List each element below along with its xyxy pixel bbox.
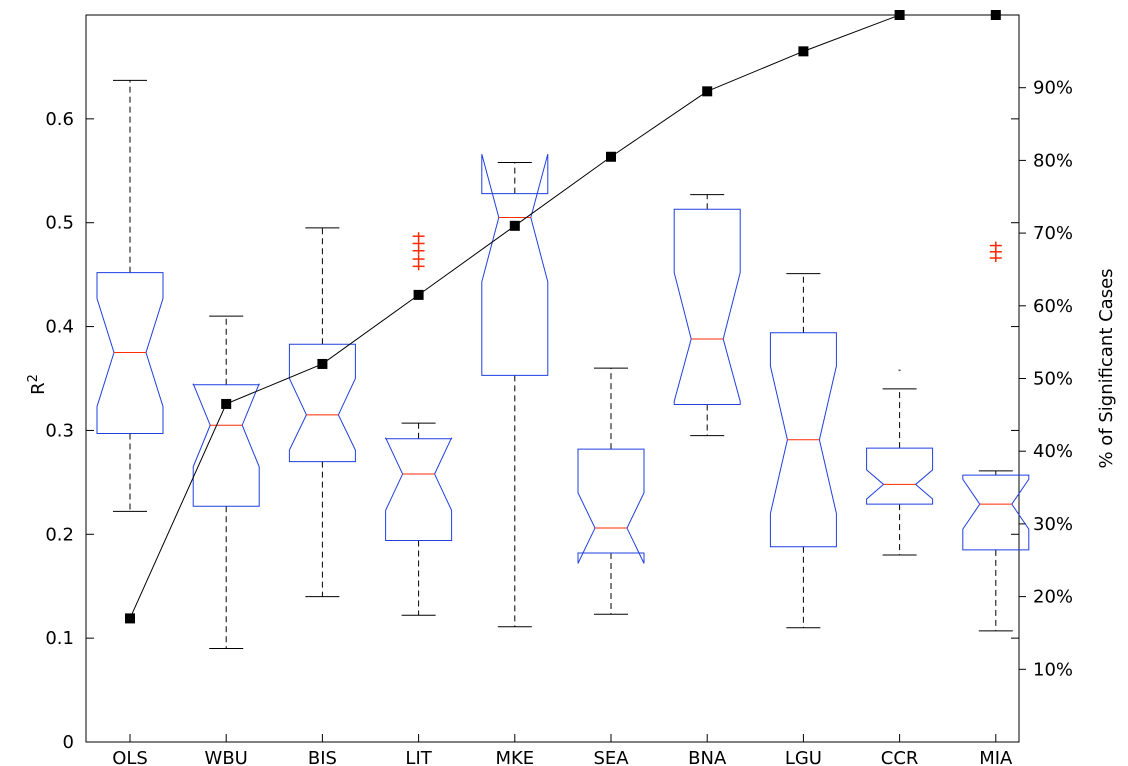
notched-box xyxy=(769,332,837,548)
box-mke xyxy=(481,154,549,628)
plot-area xyxy=(85,14,1020,743)
plot-frame xyxy=(85,14,1020,743)
left-y-tick-label: 0.6 xyxy=(45,109,74,130)
right-y-tick-label: 10% xyxy=(1033,659,1073,680)
box-bis xyxy=(288,227,356,598)
x-tick-label: BNA xyxy=(688,748,727,766)
significant-cases-line xyxy=(129,14,996,619)
notched-box xyxy=(192,383,260,507)
box-sea xyxy=(577,367,645,615)
y-axis-label-superscript: 2 xyxy=(26,374,41,382)
x-tick-label: MIA xyxy=(979,748,1013,766)
significant-cases-marker xyxy=(221,398,232,409)
x-tick-label: BIS xyxy=(308,748,337,766)
left-y-tick-label: 0 xyxy=(63,732,74,753)
significant-cases-marker xyxy=(990,10,1001,20)
box-lgu xyxy=(769,273,837,629)
right-y-tick-label: 20% xyxy=(1033,587,1073,608)
left-y-tick-label: 0.4 xyxy=(45,317,74,338)
x-tick-label: OLS xyxy=(112,748,148,766)
significant-cases-marker xyxy=(509,220,520,231)
x-tick-label: CCR xyxy=(881,748,919,766)
significant-cases-series xyxy=(125,10,1001,624)
x-tick-label: LIT xyxy=(405,748,432,766)
box-bna xyxy=(673,194,741,437)
box-mia xyxy=(962,241,1030,632)
left-y-tick-label: 0.5 xyxy=(45,213,74,234)
right-y-tick-label: 90% xyxy=(1033,78,1073,99)
box-wbu xyxy=(192,315,260,650)
notched-box xyxy=(481,154,549,376)
box-ccr xyxy=(866,369,934,556)
x-tick-label: MKE xyxy=(495,748,534,766)
notched-box xyxy=(673,208,741,405)
significant-cases-marker xyxy=(125,613,135,624)
notched-box xyxy=(962,474,1030,551)
notched-box xyxy=(577,448,645,564)
x-tick-label: LGU xyxy=(785,748,822,766)
significant-cases-marker xyxy=(702,86,713,97)
right-y-tick-label: 70% xyxy=(1033,223,1073,244)
significant-cases-marker xyxy=(413,289,424,300)
x-axis: OLS WBU BIS LIT MKE SEA BNA LGU CCR MIA xyxy=(112,734,1013,766)
significant-cases-marker xyxy=(894,10,905,20)
right-y-tick-label: 80% xyxy=(1033,150,1073,171)
left-y-tick-label: 0.3 xyxy=(45,420,74,441)
right-y-tick-label: 40% xyxy=(1033,441,1073,462)
notched-box xyxy=(866,447,934,505)
y2-axis-label: % of Significant Cases xyxy=(1096,268,1117,468)
y-axis-label: R2 xyxy=(26,374,50,395)
right-y-tick-label: 60% xyxy=(1033,296,1073,317)
left-y-tick-label: 0.2 xyxy=(45,524,74,545)
significant-cases-marker xyxy=(606,151,616,162)
significant-cases-marker xyxy=(798,46,809,57)
box-series xyxy=(96,79,1030,650)
box-ols xyxy=(96,79,164,512)
x-tick-label: WBU xyxy=(205,748,248,766)
x-tick-label: SEA xyxy=(593,748,629,766)
right-y-tick-label: 30% xyxy=(1033,514,1073,535)
notched-box xyxy=(288,343,356,463)
significant-cases-marker xyxy=(317,358,328,369)
notched-box xyxy=(385,437,453,542)
y-axis-label-base: R xyxy=(28,382,49,395)
notched-box xyxy=(96,272,164,435)
box-lit xyxy=(385,232,453,616)
right-y-tick-label: 50% xyxy=(1033,369,1073,390)
left-y-axis: 0 0.1 0.2 0.3 0.4 0.5 0.6 xyxy=(45,109,1019,753)
right-y-axis: 10% 20% 30% 40% 50% 60% 70% 80% 90% xyxy=(1019,78,1073,680)
left-y-tick-label: 0.1 xyxy=(45,628,74,649)
